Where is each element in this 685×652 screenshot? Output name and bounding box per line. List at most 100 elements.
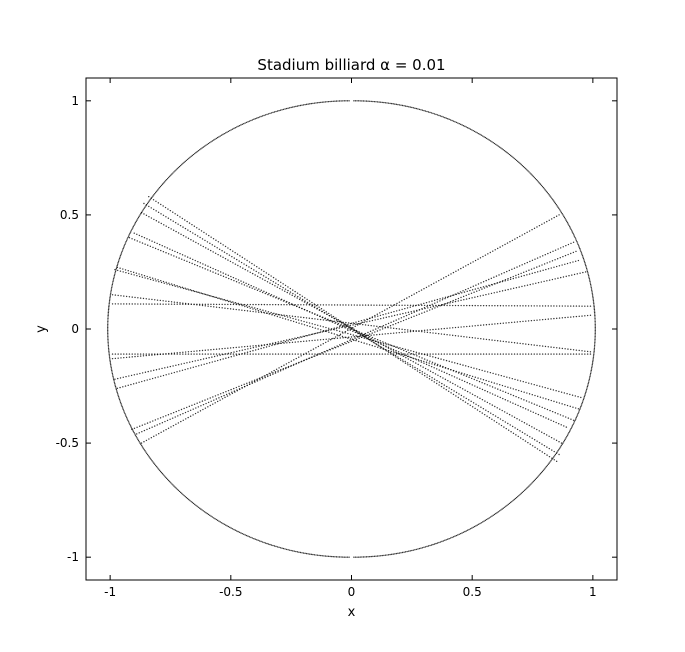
trajectory-point — [331, 338, 333, 340]
trajectory-point — [268, 345, 270, 347]
trajectory-point — [223, 299, 226, 301]
trajectory-point — [498, 274, 500, 276]
trajectory-point — [339, 334, 341, 337]
trajectory-point — [439, 375, 442, 378]
trajectory-point — [141, 242, 144, 244]
boundary-point — [576, 242, 579, 244]
trajectory-point — [124, 269, 127, 271]
trajectory-point — [288, 302, 290, 304]
trajectory-point — [117, 294, 119, 297]
trajectory-point — [255, 344, 257, 347]
trajectory-point — [486, 415, 488, 417]
trajectory-point — [476, 290, 478, 292]
trajectory-point — [200, 292, 203, 294]
trajectory-point — [522, 305, 524, 307]
trajectory-point — [402, 319, 405, 322]
trajectory-point — [130, 383, 132, 386]
trajectory-point — [314, 353, 316, 355]
trajectory-point — [525, 381, 527, 384]
trajectory-point — [347, 341, 350, 344]
trajectory-point — [476, 386, 479, 388]
trajectory-point — [263, 312, 266, 314]
boundary-point — [544, 189, 547, 191]
trajectory-point — [184, 287, 186, 289]
boundary-point — [592, 358, 594, 360]
trajectory-point — [168, 300, 170, 303]
trajectory-point — [376, 304, 378, 306]
trajectory-point — [374, 345, 376, 348]
trajectory-point — [217, 241, 220, 243]
boundary-point — [192, 153, 195, 156]
trajectory-point — [142, 355, 145, 357]
trajectory-point — [386, 308, 388, 310]
boundary-point — [378, 555, 380, 557]
trajectory-point — [447, 302, 449, 304]
trajectory-point — [159, 353, 162, 356]
trajectory-point — [164, 246, 166, 248]
boundary-point — [541, 185, 544, 188]
trajectory-point — [491, 386, 494, 388]
trajectory-point — [462, 266, 464, 268]
trajectory-point — [227, 300, 230, 303]
trajectory-point — [572, 349, 575, 351]
trajectory-point — [175, 423, 177, 425]
trajectory-point — [314, 332, 317, 335]
trajectory-point — [404, 304, 406, 306]
trajectory-point — [384, 353, 386, 355]
trajectory-point — [449, 300, 452, 303]
trajectory-point — [518, 389, 520, 392]
trajectory-point — [562, 246, 564, 248]
boundary-point — [469, 528, 472, 530]
trajectory-point — [404, 354, 406, 357]
boundary-point — [427, 545, 430, 547]
trajectory-point — [527, 305, 530, 307]
trajectory-point — [473, 291, 475, 293]
trajectory-point — [301, 323, 303, 325]
boundary-point — [127, 236, 129, 239]
trajectory-point — [488, 278, 490, 281]
trajectory-point — [341, 326, 343, 329]
trajectory-point — [376, 353, 378, 355]
boundary-point — [353, 556, 355, 558]
boundary-point — [227, 130, 230, 133]
trajectory-point — [524, 408, 527, 410]
trajectory-point — [246, 306, 249, 309]
trajectory-point — [521, 264, 523, 266]
boundary-point — [200, 508, 202, 510]
trajectory-point — [210, 305, 212, 308]
trajectory-point — [292, 338, 295, 341]
boundary-point — [492, 141, 494, 144]
trajectory-point — [566, 393, 568, 395]
trajectory-point — [539, 305, 541, 307]
trajectory-point — [392, 348, 395, 351]
trajectory-point — [522, 438, 524, 441]
trajectory-point — [291, 294, 293, 297]
trajectory-point — [160, 280, 162, 282]
trajectory-point — [177, 415, 179, 417]
trajectory-point — [570, 305, 572, 307]
trajectory-point — [431, 303, 433, 305]
trajectory-point — [503, 426, 505, 428]
trajectory-point — [399, 347, 401, 349]
trajectory-point — [266, 281, 269, 283]
trajectory-point — [471, 375, 474, 378]
trajectory-point — [204, 264, 207, 266]
boundary-point — [201, 147, 203, 149]
boundary-point — [109, 297, 111, 299]
trajectory-point — [515, 287, 518, 289]
trajectory-point — [393, 351, 395, 353]
trajectory-point — [303, 359, 305, 362]
trajectory-point — [537, 281, 540, 284]
trajectory-point — [155, 200, 157, 203]
boundary-point — [209, 514, 211, 517]
trajectory-point — [179, 302, 181, 304]
trajectory-point — [374, 314, 376, 317]
trajectory-point — [404, 312, 407, 314]
trajectory-point — [382, 344, 385, 346]
boundary-point — [551, 458, 553, 461]
trajectory-point — [546, 262, 548, 264]
trajectory-point — [268, 372, 270, 374]
trajectory-point — [404, 328, 406, 331]
trajectory-point — [298, 298, 301, 301]
trajectory-point — [353, 339, 355, 342]
